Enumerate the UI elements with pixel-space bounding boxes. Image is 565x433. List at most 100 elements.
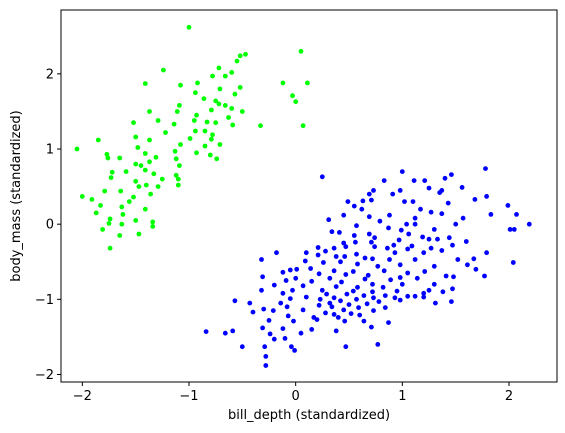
data-point	[104, 151, 110, 157]
data-point	[357, 312, 363, 318]
data-point	[323, 310, 328, 316]
data-point	[74, 146, 80, 152]
data-point	[375, 342, 381, 347]
data-point	[329, 229, 335, 235]
data-point	[316, 271, 322, 277]
data-point	[133, 218, 139, 223]
y-tick-label: 2	[46, 67, 54, 82]
y-tick-label: −2	[35, 368, 54, 383]
data-point	[329, 304, 335, 310]
data-point	[105, 155, 111, 161]
data-point	[382, 305, 388, 310]
data-point	[222, 73, 228, 79]
data-point	[455, 257, 461, 262]
data-point	[377, 218, 383, 224]
data-point	[511, 227, 517, 232]
data-point	[107, 245, 113, 251]
data-point	[319, 174, 325, 180]
data-point	[230, 122, 236, 128]
data-point	[314, 317, 320, 322]
data-point	[370, 256, 375, 262]
data-point	[412, 221, 418, 227]
data-point	[387, 212, 392, 218]
data-point	[315, 252, 321, 258]
data-point	[449, 299, 454, 304]
data-point	[136, 231, 142, 237]
data-point	[216, 65, 222, 71]
data-point	[354, 296, 359, 302]
data-point	[321, 260, 326, 265]
data-point	[173, 172, 179, 178]
data-point	[345, 199, 351, 205]
data-point	[260, 325, 265, 331]
data-point	[414, 275, 420, 281]
data-point	[214, 156, 220, 162]
data-point	[348, 311, 354, 316]
data-point	[359, 206, 365, 212]
data-point	[287, 267, 293, 273]
data-point	[372, 244, 377, 250]
data-point	[387, 257, 392, 262]
data-point	[175, 176, 181, 182]
data-point	[391, 242, 397, 248]
data-point	[440, 289, 446, 295]
data-point	[421, 290, 427, 296]
data-point	[402, 199, 407, 205]
data-point	[421, 294, 427, 300]
data-point	[327, 275, 333, 281]
data-point	[195, 80, 200, 86]
data-point	[507, 227, 513, 232]
data-point	[213, 120, 219, 126]
data-point	[291, 318, 296, 324]
data-point	[315, 245, 321, 250]
data-point	[488, 212, 494, 217]
data-point	[213, 98, 219, 104]
x-axis-label: bill_depth (standardized)	[228, 408, 390, 423]
data-point	[526, 221, 532, 227]
data-point	[171, 121, 177, 127]
data-point	[148, 191, 154, 197]
data-point	[300, 307, 306, 313]
data-point	[174, 109, 180, 114]
data-point	[259, 257, 264, 262]
data-point	[133, 161, 139, 167]
data-point	[271, 282, 277, 288]
data-point	[300, 123, 306, 129]
data-point	[443, 273, 449, 279]
data-point	[271, 336, 277, 342]
data-point	[372, 235, 377, 241]
x-tick-label: 1	[398, 389, 406, 404]
data-point	[406, 231, 412, 237]
data-point	[426, 287, 432, 293]
data-point	[222, 103, 228, 108]
data-point	[350, 269, 356, 274]
data-point	[250, 309, 256, 315]
data-point	[360, 198, 366, 204]
data-point	[369, 239, 374, 245]
data-point	[333, 328, 339, 334]
data-point	[177, 163, 182, 169]
data-point	[381, 178, 387, 184]
data-point	[390, 191, 396, 197]
data-point	[482, 273, 487, 279]
data-point	[98, 203, 103, 208]
data-point	[290, 287, 295, 293]
data-point	[409, 243, 415, 249]
data-point	[153, 154, 159, 160]
data-point	[442, 175, 448, 181]
data-point	[331, 268, 337, 274]
data-point	[369, 197, 374, 203]
data-point	[147, 137, 152, 143]
data-point	[302, 258, 308, 264]
data-point	[412, 257, 418, 262]
data-point	[331, 312, 337, 317]
data-point	[346, 302, 352, 307]
data-point	[100, 227, 105, 232]
data-point	[232, 91, 238, 97]
data-point	[342, 318, 348, 324]
data-point	[217, 142, 223, 147]
data-point	[343, 344, 349, 350]
data-point	[150, 224, 156, 229]
data-point	[93, 210, 99, 216]
data-point	[366, 231, 372, 237]
